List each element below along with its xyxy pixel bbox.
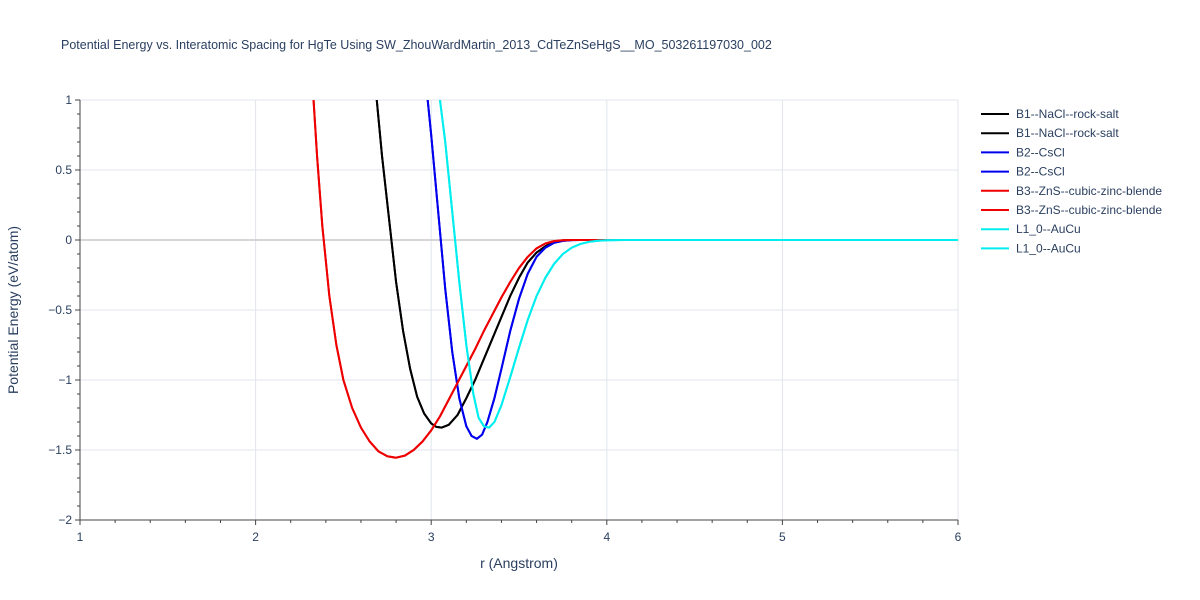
series-line-7: [438, 100, 958, 429]
series-line-6: [438, 100, 958, 429]
legend-label: B1--NaCl--rock-salt: [1016, 126, 1119, 140]
y-tick-label: 1: [65, 93, 72, 107]
legend-item[interactable]: B2--CsCl: [981, 145, 1065, 159]
legend-item[interactable]: B1--NaCl--rock-salt: [981, 126, 1119, 140]
legend-label: L1_0--AuCu: [1016, 241, 1081, 255]
legend[interactable]: B1--NaCl--rock-salt B1--NaCl--rock-salt B2…: [981, 107, 1162, 255]
series-line-1: [375, 100, 958, 429]
legend-item[interactable]: B3--ZnS--cubic-zinc-blende: [981, 184, 1162, 198]
y-tick-label: −0.5: [48, 303, 72, 317]
legend-item[interactable]: L1_0--AuCu: [981, 241, 1081, 255]
series-line-5: [312, 100, 958, 459]
y-tick-label: −2: [58, 513, 72, 527]
series-line-4: [312, 100, 958, 459]
legend-item[interactable]: L1_0--AuCu: [981, 222, 1081, 236]
x-axis-title: r (Angstrom): [480, 555, 558, 571]
x-tick-label: 6: [955, 530, 962, 544]
y-tick-label: −1.5: [48, 443, 72, 457]
y-tick-label: 0: [65, 233, 72, 247]
series-layer: [312, 100, 958, 459]
legend-label: L1_0--AuCu: [1016, 222, 1081, 236]
legend-label: B3--ZnS--cubic-zinc-blende: [1016, 184, 1162, 198]
legend-item[interactable]: B2--CsCl: [981, 165, 1065, 179]
x-tick-label: 1: [77, 530, 84, 544]
x-tick-label: 5: [779, 530, 786, 544]
y-axis-title: Potential Energy (eV/atom): [5, 226, 21, 394]
legend-label: B3--ZnS--cubic-zinc-blende: [1016, 203, 1162, 217]
axis-layer: 1 2 3 4 5 6 −2 −1.5 −1 −0.5 0 0.5 1: [48, 93, 961, 544]
legend-item[interactable]: B1--NaCl--rock-salt: [981, 107, 1119, 121]
y-tick-label: 0.5: [55, 163, 72, 177]
chart-title: Potential Energy vs. Interatomic Spacing…: [61, 38, 772, 52]
legend-label: B1--NaCl--rock-salt: [1016, 107, 1119, 121]
x-tick-label: 3: [428, 530, 435, 544]
series-line-0: [375, 100, 958, 429]
x-tick-label: 2: [252, 530, 259, 544]
y-tick-label: −1: [58, 373, 72, 387]
legend-label: B2--CsCl: [1016, 165, 1065, 179]
legend-item[interactable]: B3--ZnS--cubic-zinc-blende: [981, 203, 1162, 217]
grid-layer: [80, 99, 959, 520]
legend-label: B2--CsCl: [1016, 145, 1065, 159]
x-tick-label: 4: [603, 530, 610, 544]
